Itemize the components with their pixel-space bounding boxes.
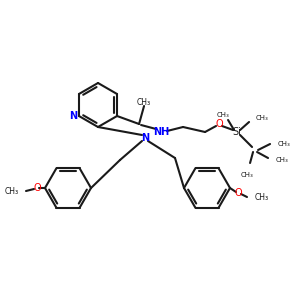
Text: O: O <box>215 119 223 129</box>
Text: O: O <box>33 183 41 193</box>
Text: CH₃: CH₃ <box>278 141 291 147</box>
Text: CH₃: CH₃ <box>256 115 269 121</box>
Text: O: O <box>234 188 242 198</box>
Text: CH₃: CH₃ <box>5 188 19 196</box>
Text: CH₃: CH₃ <box>217 112 230 118</box>
Text: CH₃: CH₃ <box>137 98 151 107</box>
Text: N: N <box>141 133 149 143</box>
Text: N: N <box>69 111 77 121</box>
Text: CH₃: CH₃ <box>241 172 254 178</box>
Text: NH: NH <box>153 127 169 137</box>
Text: Si: Si <box>232 127 242 137</box>
Text: CH₃: CH₃ <box>255 194 269 202</box>
Text: CH₃: CH₃ <box>276 157 289 163</box>
